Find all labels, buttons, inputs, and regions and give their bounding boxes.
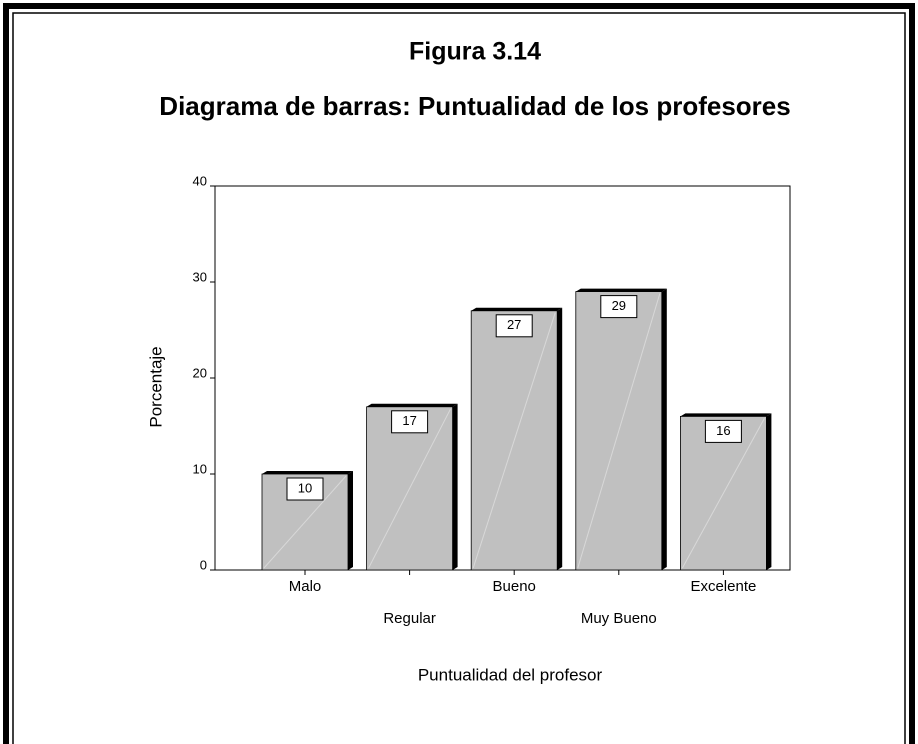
chart-subtitle: Diagrama de barras: Puntualidad de los p… [159,91,790,121]
value-label: 29 [612,298,626,313]
value-label-box [391,410,429,434]
x-tick-label: Bueno [493,578,536,595]
value-label-box [600,295,638,319]
value-label-box [704,419,742,443]
x-tick-label: Regular [383,610,436,627]
x-tick-label: Excelente [690,578,756,595]
frame-inner [12,12,906,744]
bar-top [680,413,772,417]
y-tick-label: 0 [200,557,207,572]
bar-shine [368,408,452,569]
bar-side [557,307,563,570]
value-label: 27 [507,317,521,332]
bar-top [575,288,667,292]
y-tick-label: 30 [193,269,207,284]
y-tick-label: 40 [193,173,207,188]
x-tick-label: Malo [289,578,322,595]
bar-top [366,403,458,407]
bar-top [262,471,353,474]
bar-shine [681,418,765,569]
bar-side [661,288,667,570]
x-axis-label: Puntualidad del profesor [418,665,603,684]
value-label-box [495,314,533,338]
bar-side [348,471,353,570]
bar-side [452,403,458,570]
y-tick-label: 20 [193,365,207,380]
value-label-box [286,477,324,501]
bar-shine [263,475,347,569]
value-label: 10 [298,480,312,495]
value-label: 17 [402,413,416,428]
bar-shine [577,293,661,569]
frame [3,3,915,744]
x-tick-label: Muy Bueno [581,610,657,627]
bar-shine [472,312,556,569]
y-axis-label: Porcentaje [146,346,165,427]
chart-title: Figura 3.14 [409,38,541,66]
bar-top [471,307,563,311]
bar-side [766,413,772,570]
value-label: 16 [716,423,730,438]
y-tick-label: 10 [193,461,207,476]
